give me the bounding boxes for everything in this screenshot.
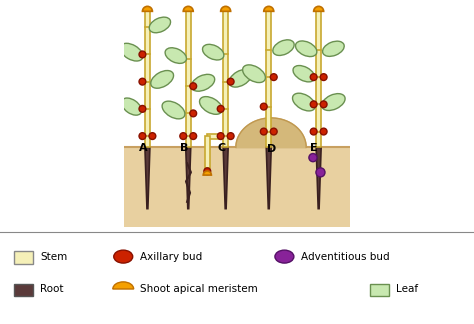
Wedge shape [183,6,193,11]
Ellipse shape [202,44,224,60]
Text: Leaf: Leaf [396,284,418,294]
Circle shape [227,78,234,85]
Circle shape [309,154,317,162]
Circle shape [190,83,197,89]
Wedge shape [221,6,231,11]
Bar [316,11,321,147]
Bar [186,11,191,147]
Circle shape [149,133,156,139]
Bar [14,251,33,264]
Polygon shape [316,147,321,209]
Ellipse shape [162,101,185,119]
Bar [124,147,350,227]
Text: Axillary bud: Axillary bud [140,252,202,261]
Bar [205,136,210,168]
Polygon shape [266,147,271,209]
Bar [207,133,223,139]
Ellipse shape [200,97,222,114]
Circle shape [275,250,294,263]
Circle shape [180,133,187,139]
Text: Root: Root [40,284,64,294]
Bar [14,284,33,296]
Circle shape [320,74,327,80]
Circle shape [139,133,146,139]
Wedge shape [113,282,134,289]
Text: A: A [139,143,147,153]
Circle shape [190,133,197,139]
Circle shape [139,106,146,112]
Circle shape [227,133,234,139]
Circle shape [114,250,133,263]
Wedge shape [314,6,324,11]
Ellipse shape [243,65,265,83]
Bar [370,284,389,296]
Circle shape [139,78,146,85]
Ellipse shape [295,41,317,57]
Circle shape [310,74,317,80]
Wedge shape [203,171,211,175]
Ellipse shape [151,71,173,88]
Wedge shape [264,6,274,11]
Circle shape [320,128,327,135]
Polygon shape [186,147,191,209]
Circle shape [204,168,210,175]
Ellipse shape [293,65,315,82]
Circle shape [310,101,317,108]
Polygon shape [145,147,150,209]
Bar [145,11,150,147]
Circle shape [270,74,277,80]
Circle shape [310,128,317,135]
Ellipse shape [149,17,171,33]
Ellipse shape [165,48,186,64]
Ellipse shape [229,69,252,87]
Bar [223,11,228,147]
Ellipse shape [322,94,345,110]
Circle shape [316,168,325,177]
Text: D: D [267,144,276,154]
Circle shape [190,110,197,117]
Circle shape [270,128,277,135]
Polygon shape [236,118,306,147]
Bar [266,11,271,147]
Circle shape [260,128,267,135]
Polygon shape [223,147,228,209]
Circle shape [320,101,327,108]
Ellipse shape [273,40,294,55]
Text: B: B [180,143,188,153]
Circle shape [139,51,146,58]
Text: C: C [217,143,225,153]
Circle shape [260,103,267,110]
Ellipse shape [120,43,143,61]
Text: E: E [310,143,318,153]
Ellipse shape [121,98,142,115]
Ellipse shape [323,41,344,56]
Ellipse shape [191,74,215,91]
Bar [124,0,350,147]
Text: Stem: Stem [40,252,67,261]
Circle shape [217,133,224,139]
Text: Shoot apical meristem: Shoot apical meristem [140,284,257,294]
Wedge shape [142,6,153,11]
Ellipse shape [292,93,315,111]
Circle shape [217,106,224,112]
Text: Adventitious bud: Adventitious bud [301,252,390,261]
